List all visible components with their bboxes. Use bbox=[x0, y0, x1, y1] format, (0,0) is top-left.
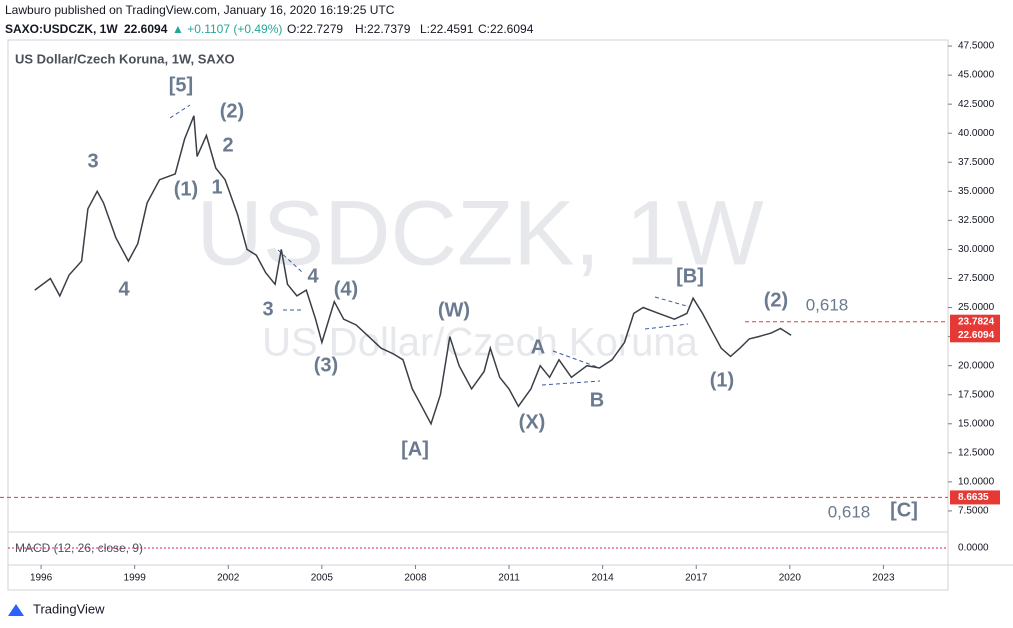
watermark: USDCZK, 1W bbox=[196, 182, 764, 284]
y-tick-label: 47.5000 bbox=[958, 41, 995, 52]
price-label-box bbox=[950, 328, 1000, 343]
y-tick-label: 32.5000 bbox=[958, 215, 995, 226]
price-line bbox=[34, 115, 792, 426]
wave-label: (4) bbox=[334, 278, 358, 300]
wave-label: [5] bbox=[169, 74, 193, 96]
wave-label: [B] bbox=[676, 265, 704, 287]
wave-label: 3 bbox=[87, 150, 98, 172]
x-tick-label: 2020 bbox=[779, 573, 802, 584]
price-label-box bbox=[950, 314, 1000, 329]
wave-label: 4 bbox=[118, 278, 130, 300]
trendline bbox=[169, 104, 191, 119]
x-tick-label: 1996 bbox=[30, 573, 53, 584]
wave-label: 0,618 bbox=[828, 502, 871, 521]
wave-lines bbox=[169, 104, 691, 386]
wave-label: (2) bbox=[764, 289, 788, 311]
footer: TradingView bbox=[33, 601, 105, 616]
trendline bbox=[277, 249, 303, 311]
logo-icon bbox=[8, 604, 24, 616]
x-tick-label: 2005 bbox=[311, 573, 334, 584]
x-tick-label: 1999 bbox=[124, 573, 147, 584]
y-tick-label: 35.0000 bbox=[958, 186, 995, 197]
wave-label: 2 bbox=[222, 134, 233, 156]
y-tick-label: 25.0000 bbox=[958, 302, 995, 313]
y-tick-label: 27.5000 bbox=[958, 273, 995, 284]
y-tick-label: 42.5000 bbox=[958, 99, 995, 110]
frame bbox=[7, 39, 949, 591]
price-label: 23.7824 bbox=[958, 316, 995, 327]
trendline bbox=[541, 350, 601, 386]
y-tick-label: 17.5000 bbox=[958, 389, 995, 400]
y-tick-label: 10.0000 bbox=[958, 477, 995, 488]
x-tick-label: 2011 bbox=[498, 573, 520, 584]
y-tick-label: 7.5000 bbox=[958, 506, 989, 517]
chart-title: US Dollar/Czech Koruna, 1W, SAXO bbox=[15, 51, 235, 66]
wave-label: 3 bbox=[262, 298, 273, 320]
x-tick-label: 2023 bbox=[872, 573, 895, 584]
wave-label: (1) bbox=[710, 369, 734, 391]
symbol: SAXO:USDCZK, 1W bbox=[5, 22, 118, 36]
watermark: US Dollar/Czech Koruna bbox=[262, 321, 698, 365]
y-tick-label: 40.0000 bbox=[958, 128, 995, 139]
high: H:22.7379 bbox=[355, 22, 411, 36]
y-tick-label: 20.0000 bbox=[958, 360, 995, 371]
close: C:22.6094 bbox=[478, 22, 534, 36]
x-tick-label: 2017 bbox=[685, 573, 708, 584]
wave-label: B bbox=[590, 389, 604, 411]
x-tick-label: 2014 bbox=[592, 573, 615, 584]
wave-label: (W) bbox=[438, 299, 470, 321]
low: L:22.4591 bbox=[420, 22, 474, 36]
price: 22.6094 bbox=[124, 22, 168, 36]
wave-label: [A] bbox=[401, 438, 429, 460]
y-tick-label: 37.5000 bbox=[958, 157, 995, 168]
wave-label: (2) bbox=[220, 100, 244, 122]
tradingview-logo bbox=[8, 604, 24, 616]
wave-label: (X) bbox=[519, 411, 546, 433]
y-tick-label: 12.5000 bbox=[958, 447, 995, 458]
macd-tick-label: 0.0000 bbox=[958, 543, 989, 554]
price-label-box bbox=[950, 490, 1000, 505]
y-tick-label: 45.0000 bbox=[958, 70, 995, 81]
wave-label: 4 bbox=[307, 265, 319, 287]
price-label: 22.6094 bbox=[958, 330, 995, 341]
wave-label: 1 bbox=[211, 176, 222, 198]
open: O:22.7279 bbox=[287, 22, 343, 36]
wave-label: 0,618 bbox=[806, 295, 849, 314]
price-label: 8.6635 bbox=[958, 492, 989, 503]
macd-label: MACD (12, 26, close, 9) bbox=[15, 541, 143, 555]
wave-label: (3) bbox=[314, 354, 338, 376]
y-tick-label: 15.0000 bbox=[958, 418, 995, 429]
wave-label: A bbox=[531, 336, 545, 358]
publisher: Lawburo published on TradingView.com, Ja… bbox=[5, 3, 395, 17]
x-tick-label: 2008 bbox=[404, 573, 427, 584]
trendline bbox=[644, 296, 691, 330]
wave-label: [C] bbox=[890, 499, 918, 521]
x-tick-label: 2002 bbox=[217, 573, 240, 584]
wave-label: (1) bbox=[174, 178, 198, 200]
y-tick-label: 30.0000 bbox=[958, 244, 995, 255]
change: ▲ +0.1107 (+0.49%) bbox=[172, 22, 282, 36]
